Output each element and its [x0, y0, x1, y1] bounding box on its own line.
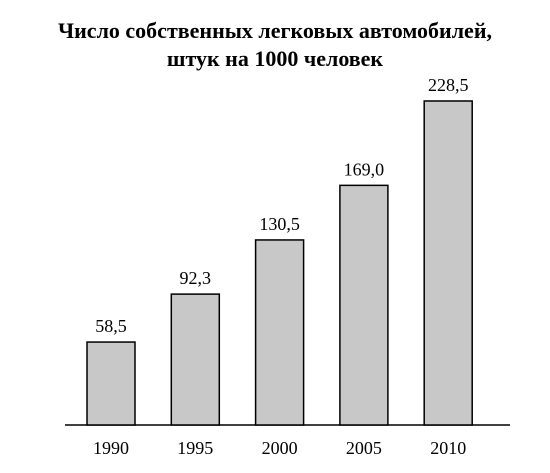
x-tick-label: 2005 [346, 438, 382, 458]
chart-title: Число собственных легковых автомобилей, [58, 18, 492, 43]
x-tick-label: 1995 [177, 438, 213, 458]
x-tick-label: 2010 [430, 438, 466, 458]
x-tick-label: 1990 [93, 438, 129, 458]
bar [339, 184, 389, 426]
bar [170, 293, 221, 426]
chart-title: штук на 1000 человек [167, 46, 384, 71]
x-tick-label: 2000 [262, 438, 298, 458]
value-label: 92,3 [180, 268, 212, 288]
value-label: 169,0 [344, 159, 385, 179]
value-label: 228,5 [428, 75, 469, 95]
bar [423, 100, 473, 426]
bar [86, 341, 136, 426]
value-label: 130,5 [259, 214, 300, 234]
bar [254, 239, 305, 426]
value-label: 58,5 [95, 316, 127, 336]
